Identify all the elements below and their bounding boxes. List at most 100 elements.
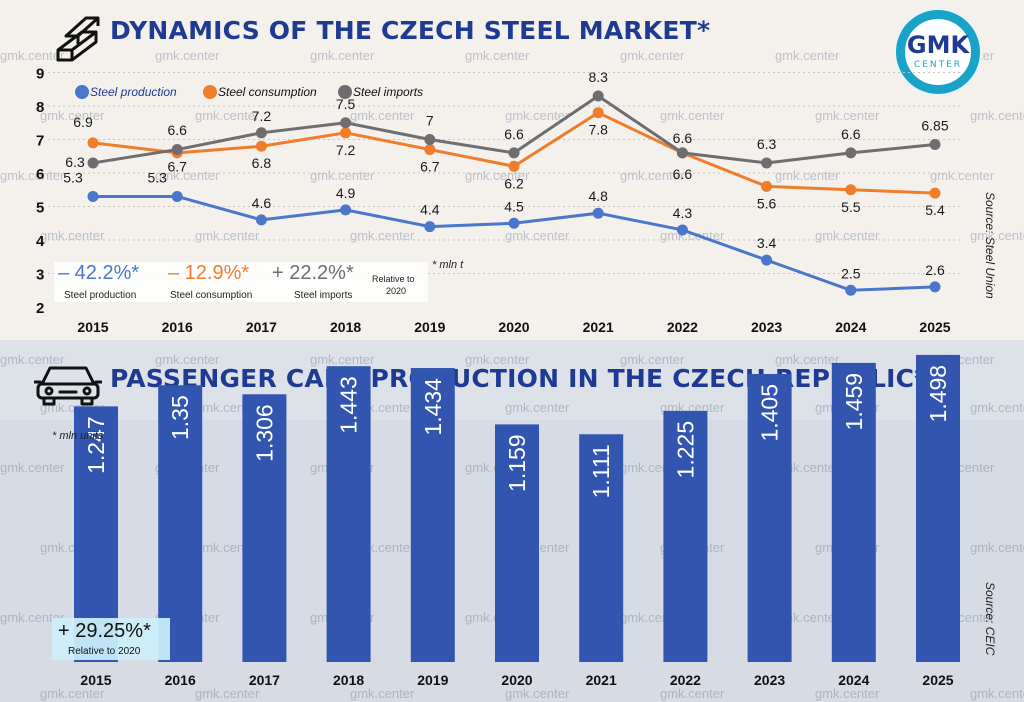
x-tick-label: 2020 — [501, 672, 532, 688]
watermark: gmk.center — [350, 108, 415, 123]
steel-market-title: DYNAMICS OF THE CZECH STEEL MARKET* — [110, 16, 711, 45]
x-tick-label: 2021 — [583, 319, 614, 335]
steel-unit-note: * mln t — [432, 259, 464, 271]
data-point — [171, 144, 183, 156]
bar — [831, 362, 876, 662]
x-tick-label: 2015 — [77, 319, 108, 335]
legend-marker — [203, 85, 217, 99]
watermark: gmk.center — [40, 686, 105, 701]
watermark: gmk.center — [970, 540, 1024, 555]
x-tick-label: 2015 — [80, 672, 111, 688]
x-tick-label: 2018 — [333, 672, 364, 688]
watermark: gmk.center — [0, 168, 65, 183]
watermark: gmk.center — [505, 400, 570, 415]
data-point — [255, 214, 267, 226]
watermark: gmk.center — [0, 48, 65, 63]
data-label: 6.3 — [757, 136, 777, 152]
y-tick-label: 2 — [36, 300, 44, 317]
watermark: gmk.center — [310, 168, 375, 183]
bar-value-label: 1.35 — [167, 395, 193, 440]
data-label: 7 — [426, 113, 434, 129]
relative-to-line2: 2020 — [386, 286, 407, 296]
bar — [158, 385, 203, 662]
watermark: gmk.center — [660, 686, 725, 701]
data-label: 7.5 — [336, 96, 356, 112]
data-label: 4.9 — [336, 185, 356, 201]
steel-change-summary: – 42.2%* Steel production – 12.9%* Steel… — [54, 262, 428, 302]
bar-value-label: 1.225 — [672, 421, 698, 479]
steel-source-note: Source: Steel Union — [983, 192, 997, 299]
data-point — [592, 90, 604, 102]
watermark: gmk.center — [195, 108, 260, 123]
data-label: 6.6 — [167, 122, 187, 138]
logo-sub-text: CENTER — [913, 60, 963, 70]
data-point — [929, 187, 941, 199]
x-tick-label: 2017 — [249, 672, 280, 688]
data-point — [87, 190, 99, 202]
data-point — [424, 221, 436, 233]
data-label: 2.6 — [925, 262, 945, 278]
watermark: gmk.center — [310, 48, 375, 63]
car-change-label: Relative to 2020 — [68, 646, 141, 657]
data-label: 6.7 — [420, 159, 440, 175]
watermark: gmk.center — [660, 108, 725, 123]
y-tick-label: 9 — [36, 66, 44, 83]
watermark: gmk.center — [40, 228, 105, 243]
data-label: 4.4 — [420, 202, 440, 218]
data-point — [761, 157, 773, 169]
data-label: 6.3 — [65, 154, 85, 170]
data-point — [340, 117, 352, 129]
data-point — [676, 224, 688, 236]
watermark: gmk.center — [815, 108, 880, 123]
bar-value-label: 1.434 — [420, 378, 446, 436]
data-point — [761, 254, 773, 266]
watermark: gmk.center — [505, 108, 570, 123]
data-label: 5.3 — [63, 169, 83, 185]
bar-value-label: 1.498 — [925, 365, 951, 423]
car-source-note: Source: CEIC — [983, 582, 997, 656]
watermark: gmk.center — [465, 168, 530, 183]
data-label: 6.2 — [504, 175, 524, 191]
data-point — [929, 139, 941, 151]
data-point — [845, 147, 857, 159]
watermark: gmk.center — [620, 48, 685, 63]
bar-value-label: 1.306 — [251, 404, 277, 462]
data-point — [508, 217, 520, 229]
car-production-bar-chart: 1.247 2015 1.35 2016 1.306 2017 1.443 2018 1.434… — [74, 354, 960, 688]
data-label: 5.5 — [841, 199, 861, 215]
x-tick-label: 2024 — [835, 319, 866, 335]
data-point — [676, 147, 688, 159]
gmk-center-logo: GMK CENTER — [896, 10, 980, 94]
data-point — [592, 207, 604, 219]
data-label: 5.3 — [147, 169, 167, 185]
bar — [579, 434, 624, 662]
legend-label: Steel production — [90, 85, 177, 99]
data-point — [929, 281, 941, 293]
watermark: gmk.center — [620, 168, 685, 183]
data-label: 7.8 — [588, 122, 608, 138]
imports-change-value: + 22.2%* — [272, 262, 354, 284]
watermark: gmk.center — [155, 352, 220, 367]
data-label: 5.4 — [925, 202, 945, 218]
data-point — [761, 180, 773, 192]
data-label: 6.6 — [673, 166, 693, 182]
data-point — [340, 204, 352, 216]
bar — [663, 410, 708, 662]
x-tick-label: 2016 — [162, 319, 193, 335]
watermark: gmk.center — [505, 686, 570, 701]
data-point — [845, 184, 857, 196]
watermark: gmk.center — [40, 108, 105, 123]
x-tick-label: 2024 — [838, 672, 869, 688]
watermark: gmk.center — [775, 352, 840, 367]
data-point — [592, 107, 604, 119]
x-tick-label: 2023 — [751, 319, 782, 335]
x-tick-label: 2021 — [586, 672, 617, 688]
bar — [747, 373, 792, 662]
data-point — [424, 144, 436, 156]
watermark: gmk.center — [195, 228, 260, 243]
data-label: 6.7 — [167, 159, 187, 175]
consumption-change-label: Steel consumption — [170, 290, 253, 301]
watermark: gmk.center — [620, 352, 685, 367]
x-tick-label: 2022 — [667, 319, 698, 335]
watermark: gmk.center — [465, 352, 530, 367]
